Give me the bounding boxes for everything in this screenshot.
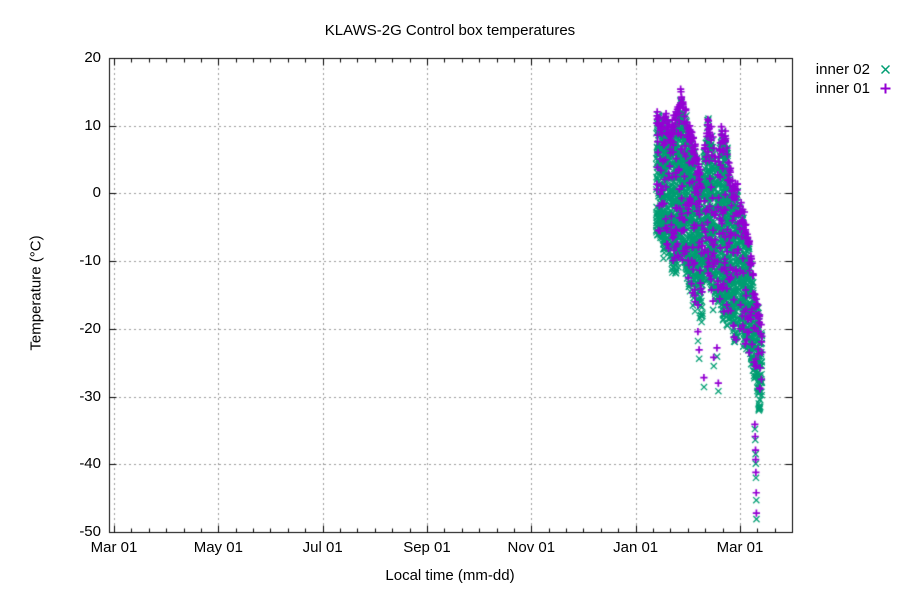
x-tick-label: Mar 01: [716, 539, 764, 556]
x-tick-label: Jul 01: [302, 539, 343, 556]
cross-marker-icon: [878, 62, 893, 77]
y-tick-label: 20: [84, 49, 101, 66]
y-tick-label: -30: [79, 387, 101, 405]
x-tick-label: Nov 01: [507, 539, 556, 556]
chart-title: KLAWS-2G Control box temperatures: [324, 22, 576, 39]
x-axis-title: Local time (mm-dd): [385, 567, 515, 584]
legend-item-inner-01: inner 01: [816, 79, 893, 98]
y-tick-label: -50: [79, 523, 101, 540]
x-tick-label: Jan 01: [613, 539, 659, 556]
y-tick-label: -40: [79, 455, 101, 473]
legend: inner 02 inner 01: [816, 60, 893, 98]
plus-marker-icon: [878, 81, 893, 96]
y-tick-label: 10: [84, 116, 101, 134]
legend-item-inner-02: inner 02: [816, 60, 893, 79]
y-tick-label: 0: [92, 184, 101, 202]
y-tick-label: -10: [79, 252, 101, 270]
legend-label-inner-01: inner 01: [815, 80, 870, 97]
x-tick-label: May 01: [193, 539, 243, 556]
y-tick-label: -20: [79, 319, 101, 337]
x-tick-label: Mar 01: [90, 539, 138, 556]
legend-label-inner-02: inner 02: [815, 61, 870, 78]
x-tick-label: Sep 01: [403, 539, 451, 556]
